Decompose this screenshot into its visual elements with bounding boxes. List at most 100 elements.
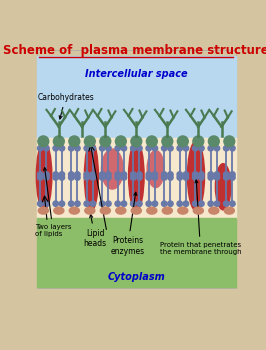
Ellipse shape [84, 141, 98, 211]
Circle shape [137, 172, 142, 177]
Circle shape [99, 146, 105, 151]
Circle shape [137, 146, 142, 151]
Circle shape [146, 172, 151, 177]
Circle shape [199, 201, 204, 206]
Circle shape [224, 136, 235, 147]
Ellipse shape [131, 207, 141, 214]
Circle shape [131, 201, 136, 206]
Circle shape [131, 175, 136, 180]
Ellipse shape [38, 207, 48, 214]
Circle shape [99, 201, 105, 206]
Circle shape [152, 172, 158, 177]
Circle shape [121, 201, 127, 206]
Ellipse shape [116, 207, 126, 214]
Ellipse shape [85, 207, 95, 214]
Circle shape [75, 175, 80, 180]
Circle shape [99, 172, 105, 177]
Circle shape [121, 172, 127, 177]
Ellipse shape [147, 207, 157, 214]
Circle shape [168, 146, 173, 151]
Text: Proteins
enzymes: Proteins enzymes [111, 192, 145, 256]
Circle shape [106, 175, 111, 180]
Circle shape [84, 136, 95, 147]
Circle shape [59, 146, 65, 151]
Circle shape [177, 146, 182, 151]
Circle shape [214, 172, 220, 177]
Ellipse shape [128, 141, 144, 211]
Circle shape [90, 175, 96, 180]
Ellipse shape [147, 150, 164, 188]
Circle shape [199, 146, 204, 151]
Circle shape [152, 146, 158, 151]
Circle shape [152, 175, 158, 180]
Circle shape [53, 136, 64, 147]
Text: Lipid
heads: Lipid heads [84, 215, 107, 248]
Circle shape [44, 201, 49, 206]
Circle shape [121, 175, 127, 180]
Circle shape [131, 136, 142, 147]
Circle shape [168, 201, 173, 206]
Circle shape [146, 201, 151, 206]
Circle shape [84, 201, 89, 206]
Circle shape [177, 136, 188, 147]
Circle shape [137, 201, 142, 206]
Text: Scheme of  plasma membrane structure: Scheme of plasma membrane structure [3, 44, 266, 57]
Circle shape [38, 175, 43, 180]
Circle shape [137, 175, 142, 180]
Ellipse shape [193, 207, 203, 214]
Text: Carbohydrates: Carbohydrates [37, 93, 94, 119]
Circle shape [230, 146, 235, 151]
Circle shape [100, 136, 111, 147]
Circle shape [208, 146, 213, 151]
Circle shape [84, 175, 89, 180]
Circle shape [84, 146, 89, 151]
Bar [37, 56, 235, 142]
Circle shape [44, 175, 49, 180]
Circle shape [161, 201, 167, 206]
Circle shape [59, 172, 65, 177]
Circle shape [115, 136, 126, 147]
Circle shape [214, 175, 220, 180]
Circle shape [183, 146, 189, 151]
Circle shape [106, 146, 111, 151]
Bar [37, 138, 235, 219]
Circle shape [53, 172, 59, 177]
Circle shape [208, 201, 213, 206]
Circle shape [115, 175, 120, 180]
Circle shape [230, 175, 235, 180]
Circle shape [75, 201, 80, 206]
Circle shape [84, 172, 89, 177]
Circle shape [115, 172, 120, 177]
Circle shape [199, 175, 204, 180]
FancyBboxPatch shape [37, 50, 235, 288]
Circle shape [152, 201, 158, 206]
Circle shape [208, 136, 219, 147]
Circle shape [208, 172, 213, 177]
Ellipse shape [215, 164, 231, 210]
Circle shape [69, 146, 74, 151]
Circle shape [69, 201, 74, 206]
Circle shape [131, 146, 136, 151]
Circle shape [168, 175, 173, 180]
Circle shape [38, 172, 43, 177]
Circle shape [38, 146, 43, 151]
Ellipse shape [188, 141, 205, 211]
Circle shape [53, 146, 59, 151]
Circle shape [161, 175, 167, 180]
Ellipse shape [178, 207, 188, 214]
Ellipse shape [54, 207, 64, 214]
Ellipse shape [162, 207, 172, 214]
Circle shape [90, 146, 96, 151]
Circle shape [69, 172, 74, 177]
Circle shape [115, 146, 120, 151]
Circle shape [121, 146, 127, 151]
Circle shape [223, 201, 229, 206]
Circle shape [183, 201, 189, 206]
Text: Protein that penetrates
the membrane through: Protein that penetrates the membrane thr… [160, 180, 241, 255]
Circle shape [99, 175, 105, 180]
Circle shape [193, 136, 204, 147]
Circle shape [38, 136, 49, 147]
Circle shape [208, 175, 213, 180]
Circle shape [161, 172, 167, 177]
Circle shape [146, 146, 151, 151]
